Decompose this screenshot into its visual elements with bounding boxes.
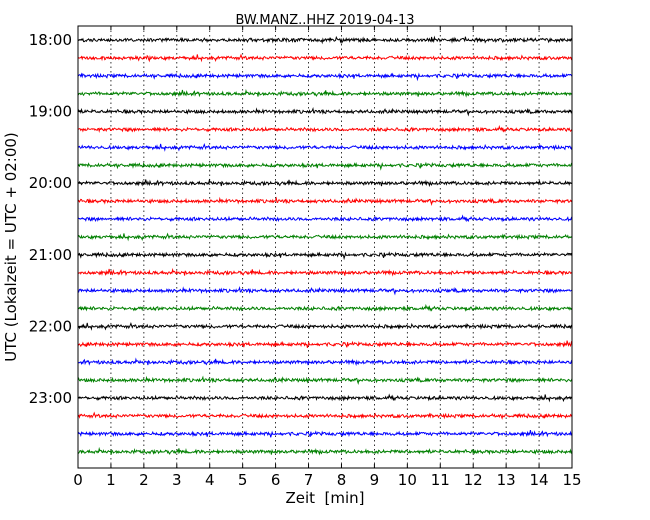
x-tick-label-6: 6 bbox=[271, 471, 281, 489]
x-tick-label-9: 9 bbox=[370, 471, 380, 489]
plot-frame bbox=[77, 25, 573, 469]
trace-2300 bbox=[77, 393, 573, 403]
x-tick-label-7: 7 bbox=[304, 471, 314, 489]
trace-2030 bbox=[77, 214, 573, 223]
y-axis: 18:00 19:00 20:00 21:00 22:00 23:00 bbox=[29, 31, 572, 407]
x-tick-label-8: 8 bbox=[337, 471, 347, 489]
x-tick-label-14: 14 bbox=[530, 471, 549, 489]
seismic-traces bbox=[77, 35, 573, 456]
trace-1845 bbox=[77, 88, 573, 98]
x-tick-label-12: 12 bbox=[464, 471, 483, 489]
trace-2245 bbox=[77, 375, 573, 386]
trace-2115 bbox=[77, 267, 573, 277]
y-tick-label-2200: 22:00 bbox=[29, 317, 72, 335]
x-tick-label-11: 11 bbox=[431, 471, 450, 489]
trace-2330 bbox=[77, 429, 573, 438]
trace-2230 bbox=[77, 357, 573, 367]
trace-2145 bbox=[77, 303, 573, 313]
plot-area bbox=[78, 26, 572, 468]
x-tick-label-4: 4 bbox=[205, 471, 215, 489]
x-tick-label-2: 2 bbox=[139, 471, 149, 489]
x-axis: 0 1 2 3 4 5 6 7 8 9 10 11 12 13 14 15 bbox=[73, 26, 582, 489]
trace-2215 bbox=[77, 340, 573, 348]
trace-2015 bbox=[77, 196, 573, 207]
trace-1900 bbox=[77, 106, 573, 117]
y-axis-label: UTC (Lokalzeit = UTC + 02:00) bbox=[2, 132, 20, 362]
trace-2045 bbox=[77, 232, 573, 242]
trace-1815 bbox=[77, 53, 573, 63]
trace-2130 bbox=[77, 285, 573, 296]
x-tick-label-1: 1 bbox=[106, 471, 116, 489]
trace-2200 bbox=[77, 321, 573, 331]
chart-title: BW.MANZ..HHZ 2019-04-13 bbox=[235, 13, 414, 28]
trace-2345 bbox=[77, 446, 573, 456]
trace-2100 bbox=[77, 251, 573, 261]
x-tick-label-10: 10 bbox=[398, 471, 417, 489]
trace-1830 bbox=[77, 72, 573, 82]
grid-lines bbox=[110, 26, 540, 468]
trace-2315 bbox=[77, 411, 573, 420]
y-tick-label-2100: 21:00 bbox=[29, 246, 72, 264]
trace-1800 bbox=[77, 35, 572, 45]
x-axis-label: Zeit [min] bbox=[285, 489, 364, 507]
y-tick-label-1800: 18:00 bbox=[29, 31, 72, 49]
x-tick-label-3: 3 bbox=[172, 471, 182, 489]
y-tick-label-2000: 20:00 bbox=[29, 174, 72, 192]
y-tick-label-1900: 19:00 bbox=[29, 103, 72, 121]
y-tick-label-2300: 23:00 bbox=[29, 389, 72, 407]
trace-1930 bbox=[77, 142, 573, 152]
x-tick-label-0: 0 bbox=[73, 471, 83, 489]
x-tick-label-13: 13 bbox=[497, 471, 516, 489]
trace-1915 bbox=[77, 124, 573, 134]
x-tick-label-15: 15 bbox=[562, 471, 581, 489]
x-tick-label-5: 5 bbox=[238, 471, 248, 489]
trace-2000 bbox=[77, 178, 573, 188]
trace-1945 bbox=[77, 161, 573, 171]
